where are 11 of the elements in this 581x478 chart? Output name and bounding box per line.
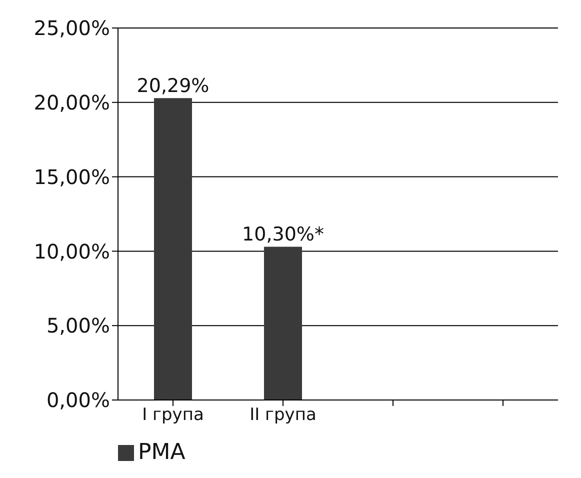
data-label: 20,29% bbox=[136, 75, 210, 98]
y-tick-label: 25,00% bbox=[34, 16, 110, 40]
x-tick-label: II група bbox=[250, 405, 316, 426]
legend-label: РМА bbox=[138, 440, 186, 465]
data-label: 10,30%* bbox=[242, 224, 324, 246]
x-tick-label: I група bbox=[142, 405, 204, 426]
y-tick-label: 0,00% bbox=[46, 388, 110, 412]
y-tick-label: 5,00% bbox=[46, 314, 110, 338]
y-tick-label: 10,00% bbox=[34, 239, 110, 264]
y-tick-label: 15,00% bbox=[34, 164, 110, 189]
y-tick-label: 20,00% bbox=[34, 90, 110, 114]
